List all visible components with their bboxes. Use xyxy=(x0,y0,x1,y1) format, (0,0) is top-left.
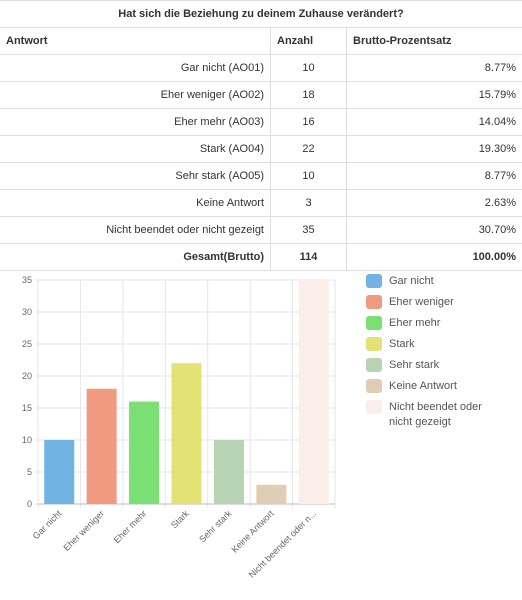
table-cell: 8.77% xyxy=(346,54,522,82)
header-cell: Anzahl xyxy=(270,27,347,55)
title-row: Hat sich die Beziehung zu deinem Zuhause… xyxy=(0,0,522,28)
legend-item: Keine Antwort xyxy=(366,379,484,394)
table-cell: 8.77% xyxy=(346,162,522,190)
legend-item: Eher mehr xyxy=(366,316,484,331)
table-cell: Eher weniger (AO02) xyxy=(0,81,271,109)
bar xyxy=(44,440,75,504)
table-cell: Sehr stark (AO05) xyxy=(0,162,271,190)
legend-swatch xyxy=(366,337,382,351)
legend-swatch xyxy=(366,400,382,414)
y-tick-label: 25 xyxy=(22,339,32,349)
table-cell: 15.79% xyxy=(346,81,522,109)
table-cell: 18 xyxy=(270,81,347,109)
table-cell: 14.04% xyxy=(346,108,522,136)
table-cell: Eher mehr (AO03) xyxy=(0,108,271,136)
table-cell: Nicht beendet oder nicht gezeigt xyxy=(0,216,271,244)
legend-label: Gar nicht xyxy=(389,275,434,287)
x-tick-label: Stark xyxy=(169,508,191,530)
legend-label: Nicht beendet oder nicht gezeigt xyxy=(389,401,482,428)
table-cell: 22 xyxy=(270,135,347,163)
table-title: Hat sich die Beziehung zu deinem Zuhause… xyxy=(0,0,522,28)
table-row: Stark (AO04) 22 19.30% xyxy=(0,135,522,163)
table-cell: Gar nicht (AO01) xyxy=(0,54,271,82)
legend-label: Keine Antwort xyxy=(389,380,457,392)
legend-swatch xyxy=(366,316,382,330)
x-tick-label: Eher weniger xyxy=(61,508,106,553)
header-row: Antwort Anzahl Brutto-Prozentsatz xyxy=(0,27,522,55)
y-tick-label: 5 xyxy=(27,467,32,477)
y-tick-label: 30 xyxy=(22,307,32,317)
legend-swatch xyxy=(366,358,382,372)
table-cell: 35 xyxy=(270,216,347,244)
table-row: Keine Antwort 3 2.63% xyxy=(0,189,522,217)
bar xyxy=(129,401,160,504)
bar xyxy=(213,440,244,504)
table-body: Gar nicht (AO01) 10 8.77% Eher weniger (AO0… xyxy=(0,54,522,271)
table-row: Gar nicht (AO01) 10 8.77% xyxy=(0,54,522,82)
y-tick-label: 20 xyxy=(22,371,32,381)
y-tick-label: 35 xyxy=(22,275,32,285)
bar xyxy=(86,388,117,504)
table-row: Sehr stark (AO05) 10 8.77% xyxy=(0,162,522,190)
legend-label: Stark xyxy=(389,338,415,350)
y-tick-label: 10 xyxy=(22,435,32,445)
header-cell: Antwort xyxy=(0,27,271,55)
table-cell: 10 xyxy=(270,54,347,82)
table-row: Eher mehr (AO03) 16 14.04% xyxy=(0,108,522,136)
table-cell: 30.70% xyxy=(346,216,522,244)
table-cell: Gesamt(Brutto) xyxy=(0,243,271,271)
table-cell: 10 xyxy=(270,162,347,190)
legend-swatch xyxy=(366,274,382,288)
legend-item: Stark xyxy=(366,337,484,352)
bar xyxy=(171,363,202,504)
legend-label: Eher mehr xyxy=(389,317,441,329)
bar xyxy=(298,280,329,504)
legend-swatch xyxy=(366,295,382,309)
legend-swatch xyxy=(366,379,382,393)
results-table: Hat sich die Beziehung zu deinem Zuhause… xyxy=(0,0,522,271)
table-cell: 16 xyxy=(270,108,347,136)
x-tick-label: Gar nicht xyxy=(31,508,64,541)
table-cell: 114 xyxy=(270,243,347,271)
table-cell: 19.30% xyxy=(346,135,522,163)
legend-item: Nicht beendet oder nicht gezeigt xyxy=(366,400,484,430)
bar xyxy=(256,484,287,504)
table-row: Gesamt(Brutto) 114 100.00% xyxy=(0,243,522,271)
y-tick-label: 15 xyxy=(22,403,32,413)
table-row: Nicht beendet oder nicht gezeigt 35 30.70% xyxy=(0,216,522,244)
table-cell: 100.00% xyxy=(346,243,522,271)
legend-item: Eher weniger xyxy=(366,295,484,310)
header-cell: Brutto-Prozentsatz xyxy=(346,27,522,55)
table-row: Eher weniger (AO02) 18 15.79% xyxy=(0,81,522,109)
table-cell: 3 xyxy=(270,189,347,217)
legend-label: Eher weniger xyxy=(389,296,454,308)
x-tick-label: Keine Antwort xyxy=(229,508,276,555)
table-cell: Keine Antwort xyxy=(0,189,271,217)
x-tick-label: Eher mehr xyxy=(112,508,149,545)
legend-label: Sehr stark xyxy=(389,359,440,371)
legend-item: Gar nicht xyxy=(366,274,484,289)
table-cell: 2.63% xyxy=(346,189,522,217)
legend-item: Sehr stark xyxy=(366,358,484,373)
y-tick-label: 0 xyxy=(27,499,32,509)
x-tick-label: Sehr stark xyxy=(197,508,233,544)
table-cell: Stark (AO04) xyxy=(0,135,271,163)
legend: Gar nicht Eher weniger Eher mehr Stark Sehr … xyxy=(366,274,484,436)
